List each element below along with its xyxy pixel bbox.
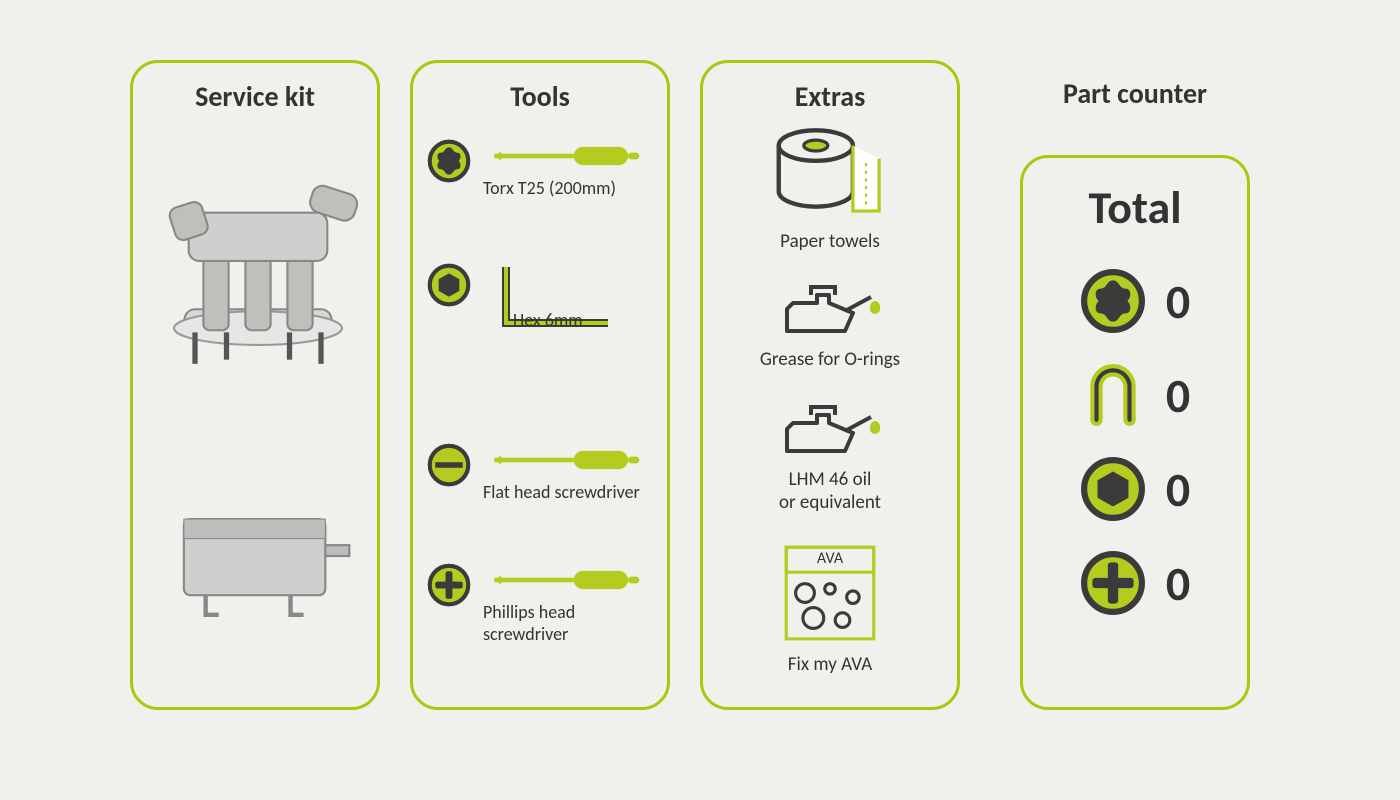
tools-title: Tools xyxy=(413,79,667,114)
screwdriver-icon xyxy=(483,443,653,477)
counter-row-hex: 0 xyxy=(1080,456,1190,522)
extra-grease: Grease for O-rings xyxy=(703,273,957,372)
tool-label-flat: Flat head screwdriver xyxy=(483,481,653,503)
clip-icon xyxy=(1080,362,1146,428)
tool-label-phillips: Phillips head screwdriver xyxy=(483,601,653,645)
extra-label-lhm: LHM 46 oil or equivalent xyxy=(779,469,881,515)
torx-icon xyxy=(1080,268,1146,334)
extra-fix-my-ava: AVA Fix my AVA xyxy=(703,543,957,677)
extras-title: Extras xyxy=(703,79,957,114)
counter-row-torx: 0 xyxy=(1080,268,1190,334)
phillips-icon xyxy=(1080,550,1146,616)
tool-label-hex: Hex 6mm xyxy=(513,309,633,331)
extra-paper-towels: Paper towels xyxy=(703,125,957,254)
counter-value-phillips: 0 xyxy=(1166,554,1190,613)
extra-label-grease: Grease for O-rings xyxy=(760,349,900,372)
housing-illustration xyxy=(173,493,358,643)
screwdriver-icon xyxy=(483,139,653,173)
screwdriver-icon xyxy=(483,563,653,597)
extra-label-ava: Fix my AVA xyxy=(788,654,872,677)
tool-label-torx: Torx T25 (200mm) xyxy=(483,177,653,199)
part-counter-heading: Part counter xyxy=(1000,76,1270,111)
ava-kit-label: AVA xyxy=(782,549,878,568)
part-counter-panel: Total 0 0 0 0 xyxy=(1020,155,1250,710)
tool-row-hex: Hex 6mm xyxy=(413,263,667,331)
counter-row-phillips: 0 xyxy=(1080,550,1190,616)
flat-icon xyxy=(427,443,471,487)
extra-label-paper: Paper towels xyxy=(780,231,880,254)
tool-row-torx: Torx T25 (200mm) xyxy=(413,139,667,199)
pump-illustration xyxy=(153,133,363,433)
service-kit-panel: Service kit xyxy=(130,60,380,710)
total-label: Total xyxy=(1023,180,1247,236)
service-kit-title: Service kit xyxy=(133,79,377,114)
phillips-icon xyxy=(427,563,471,607)
counter-value-torx: 0 xyxy=(1166,272,1190,331)
paper-towels-icon xyxy=(770,125,890,225)
tool-row-phillips: Phillips head screwdriver xyxy=(413,563,667,645)
counter-value-clip: 0 xyxy=(1166,366,1190,425)
extra-lhm-oil: LHM 46 oil or equivalent xyxy=(703,393,957,515)
counter-value-hex: 0 xyxy=(1166,460,1190,519)
tools-panel: Tools Torx T25 (200mm) Hex 6mm Flat head… xyxy=(410,60,670,710)
oil-can-icon xyxy=(770,273,890,343)
torx-icon xyxy=(427,139,471,183)
tool-row-flat: Flat head screwdriver xyxy=(413,443,667,503)
hex-icon xyxy=(1080,456,1146,522)
oil-can-icon xyxy=(770,393,890,463)
extras-panel: Extras Paper towels Grease for O-rings L… xyxy=(700,60,960,710)
counter-row-clip: 0 xyxy=(1080,362,1190,428)
hex-icon xyxy=(427,263,471,307)
